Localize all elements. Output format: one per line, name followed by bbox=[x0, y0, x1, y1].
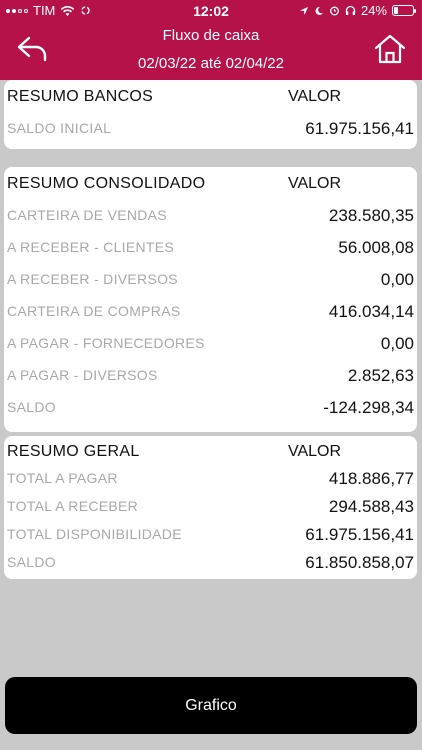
app-header: TIM 12:02 bbox=[0, 0, 422, 80]
grafico-button[interactable]: Grafico bbox=[5, 677, 417, 734]
row-label: TOTAL A PAGAR bbox=[7, 470, 118, 486]
table-row: TOTAL DISPONIBILIDADE 61.975.156,41 bbox=[4, 520, 417, 548]
status-left: TIM bbox=[6, 3, 91, 18]
table-row: A PAGAR - DIVERSOS 2.852,63 bbox=[4, 359, 417, 391]
table-row: TOTAL A PAGAR 418.886,77 bbox=[4, 464, 417, 492]
row-label: A PAGAR - FORNECEDORES bbox=[7, 335, 205, 351]
row-value: 61.975.156,41 bbox=[305, 119, 414, 138]
card-resumo-geral: RESUMO GERAL VALOR TOTAL A PAGAR 418.886… bbox=[4, 436, 417, 579]
row-label: TOTAL A RECEBER bbox=[7, 498, 139, 514]
row-value: 238.580,35 bbox=[328, 206, 414, 225]
row-label: SALDO INICIAL bbox=[7, 120, 112, 136]
card-resumo-consolidado: RESUMO CONSOLIDADO VALOR CARTEIRA DE VEN… bbox=[4, 167, 417, 432]
row-value: 61.850.858,07 bbox=[305, 553, 414, 572]
row-value: 61.975.156,41 bbox=[305, 525, 414, 544]
column-header: VALOR bbox=[288, 443, 342, 460]
table-row: SALDO -124.298,34 bbox=[4, 391, 417, 423]
row-label: A PAGAR - DIVERSOS bbox=[7, 367, 158, 383]
alarm-icon bbox=[330, 6, 339, 16]
row-value: -124.298,34 bbox=[323, 398, 414, 417]
back-arrow-icon[interactable] bbox=[16, 34, 48, 64]
row-label: A RECEBER - DIVERSOS bbox=[7, 271, 178, 287]
table-row: SALDO 61.850.858,07 bbox=[4, 548, 417, 576]
date-range: 02/03/22 até 02/04/22 bbox=[138, 55, 284, 72]
card-header: RESUMO GERAL VALOR bbox=[4, 436, 417, 464]
headphones-icon bbox=[345, 5, 356, 15]
row-label: CARTEIRA DE COMPRAS bbox=[7, 303, 181, 319]
carrier-name: TIM bbox=[33, 3, 56, 18]
battery-icon bbox=[392, 5, 416, 16]
column-header: VALOR bbox=[288, 88, 342, 105]
section-title: RESUMO CONSOLIDADO bbox=[7, 175, 206, 192]
status-right: 24% bbox=[299, 3, 416, 18]
row-label: SALDO bbox=[7, 399, 56, 415]
status-bar: TIM 12:02 bbox=[0, 0, 422, 22]
sync-icon bbox=[81, 6, 91, 15]
row-label: TOTAL DISPONIBILIDADE bbox=[7, 526, 182, 542]
battery-fill bbox=[394, 7, 398, 14]
row-value: 56.008,08 bbox=[338, 238, 414, 257]
wifi-icon bbox=[61, 5, 75, 16]
table-row: TOTAL A RECEBER 294.588,43 bbox=[4, 492, 417, 520]
row-value: 294.588,43 bbox=[328, 497, 414, 516]
home-icon[interactable] bbox=[374, 34, 406, 64]
table-row: A RECEBER - DIVERSOS 0,00 bbox=[4, 263, 417, 295]
location-icon bbox=[299, 6, 308, 15]
row-value: 0,00 bbox=[380, 334, 414, 353]
status-time: 12:02 bbox=[193, 3, 229, 19]
row-value: 0,00 bbox=[380, 270, 414, 289]
column-header: VALOR bbox=[288, 175, 342, 192]
row-value: 418.886,77 bbox=[328, 469, 414, 488]
card-header: RESUMO CONSOLIDADO VALOR bbox=[4, 167, 417, 199]
card-resumo-bancos: RESUMO BANCOS VALOR SALDO INICIAL 61.975… bbox=[4, 80, 417, 149]
card-header: RESUMO BANCOS VALOR bbox=[4, 80, 417, 112]
moon-icon bbox=[315, 6, 323, 15]
row-label: A RECEBER - CLIENTES bbox=[7, 239, 175, 255]
row-value: 416.034,14 bbox=[328, 302, 414, 321]
table-row: CARTEIRA DE VENDAS 238.580,35 bbox=[4, 199, 417, 231]
section-title: RESUMO GERAL bbox=[7, 443, 140, 460]
page-title: Fluxo de caixa bbox=[162, 27, 260, 44]
battery-percent: 24% bbox=[360, 3, 387, 18]
table-row: CARTEIRA DE COMPRAS 416.034,14 bbox=[4, 295, 417, 327]
table-row: A RECEBER - CLIENTES 56.008,08 bbox=[4, 231, 417, 263]
table-row: A PAGAR - FORNECEDORES 0,00 bbox=[4, 327, 417, 359]
section-title: RESUMO BANCOS bbox=[7, 88, 154, 105]
table-row: SALDO INICIAL 61.975.156,41 bbox=[4, 112, 417, 144]
row-value: 2.852,63 bbox=[347, 366, 414, 385]
row-label: SALDO bbox=[7, 554, 56, 570]
row-label: CARTEIRA DE VENDAS bbox=[7, 207, 167, 223]
signal-icon bbox=[6, 8, 28, 13]
